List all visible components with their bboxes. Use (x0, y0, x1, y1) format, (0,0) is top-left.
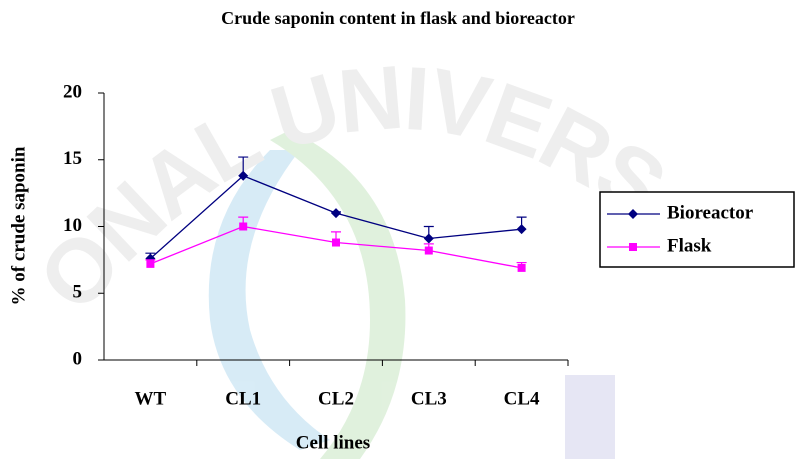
y-tick-label: 0 (73, 348, 83, 369)
y-tick-label: 15 (63, 148, 82, 169)
y-tick-label: 5 (73, 282, 83, 303)
marker (239, 222, 248, 231)
marker (423, 233, 434, 244)
watermark-arc (208, 150, 330, 450)
chart-title: Crude saponin content in flask and biore… (221, 8, 575, 28)
legend-marker (628, 209, 638, 219)
legend-box (599, 191, 795, 268)
marker (238, 170, 249, 181)
x-tick-label: CL3 (411, 388, 447, 409)
legend-label: Bioreactor (667, 202, 754, 223)
x-axis-label: Cell lines (296, 432, 370, 453)
marker (516, 224, 527, 235)
y-axis-label: % of crude saponin (8, 146, 29, 305)
marker (517, 263, 526, 272)
y-tick-label: 20 (63, 81, 82, 102)
x-tick-label: CL2 (318, 388, 354, 409)
marker (331, 208, 341, 219)
x-tick-label: CL4 (504, 388, 540, 409)
legend-marker (629, 243, 637, 251)
watermark-arc (270, 130, 406, 459)
y-tick-label: 10 (63, 215, 82, 236)
x-tick-label: CL1 (225, 388, 261, 409)
x-tick-label: WT (135, 388, 167, 409)
watermark-block (565, 375, 615, 459)
marker (332, 238, 340, 247)
legend-label: Flask (667, 235, 712, 256)
marker (424, 246, 433, 255)
marker (146, 259, 155, 268)
